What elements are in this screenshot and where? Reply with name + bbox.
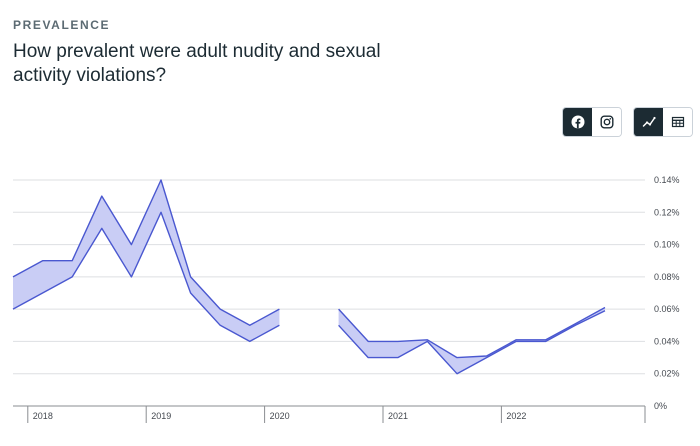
table-view-button[interactable]: [663, 108, 692, 136]
y-tick-label: 0.10%: [654, 240, 680, 250]
platform-toggle: [562, 107, 622, 137]
line-chart-icon: [642, 116, 656, 127]
y-tick-label: 0.12%: [654, 207, 680, 217]
y-tick-label: 0.14%: [654, 175, 680, 185]
x-tick-label: 2021: [388, 411, 408, 421]
table-icon: [671, 116, 684, 128]
x-tick-label: 2019: [151, 411, 171, 421]
lower-bound-line: [338, 310, 606, 375]
instagram-button[interactable]: [592, 108, 621, 136]
series-lines: [12, 179, 606, 375]
x-tick-label: 2022: [506, 411, 526, 421]
x-tick-label: 2018: [33, 411, 53, 421]
lower-bound-line: [12, 211, 280, 343]
upper-bound-line: [12, 179, 280, 327]
x-axis-ticks: 2018 2019 2020 2021 2022: [13, 405, 646, 423]
prevalence-chart: 0.14% 0.12% 0.10% 0.08% 0.06% 0.04% 0.02% 0% 20…: [12, 175, 680, 423]
view-toggle: [633, 107, 693, 137]
y-axis-ticks: 0.14% 0.12% 0.10% 0.08% 0.06% 0.04% 0.02% 0%: [654, 175, 680, 411]
y-tick-label: 0.06%: [654, 304, 680, 314]
chart-title: How prevalent were adult nudity and sexu…: [13, 41, 381, 86]
prevalence-band: [338, 307, 605, 374]
y-tick-label: 0%: [654, 401, 667, 411]
y-tick-label: 0.04%: [654, 336, 680, 346]
y-tick-label: 0.02%: [654, 369, 680, 379]
instagram-icon: [600, 115, 614, 129]
upper-bound-line: [338, 306, 606, 359]
facebook-button[interactable]: [563, 108, 592, 136]
section-eyebrow: PREVALENCE: [13, 18, 111, 32]
y-tick-label: 0.08%: [654, 272, 680, 282]
x-tick-label: 2020: [270, 411, 290, 421]
chart-view-button[interactable]: [634, 108, 663, 136]
facebook-icon: [571, 115, 584, 129]
